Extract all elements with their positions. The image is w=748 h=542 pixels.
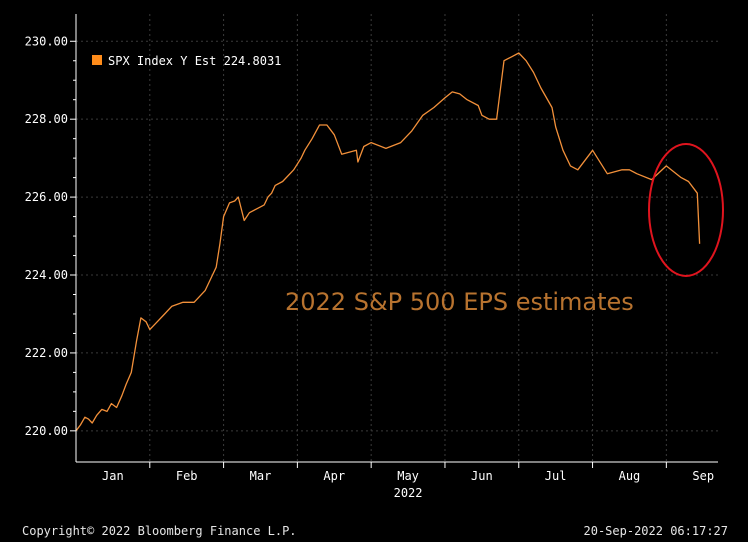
x-tick-label: Feb xyxy=(176,469,198,483)
y-tick-label: 230.00 xyxy=(25,34,68,48)
series-line xyxy=(75,52,701,432)
x-tick-label: Aug xyxy=(619,469,641,483)
y-tick-label: 226.00 xyxy=(25,190,68,204)
x-tick-label: Jul xyxy=(545,469,567,483)
x-year-label: 2022 xyxy=(394,486,423,500)
x-tick-label: Sep xyxy=(692,469,714,483)
x-tick-label: Apr xyxy=(323,469,345,483)
highlight-ellipse xyxy=(648,143,724,277)
y-tick-label: 222.00 xyxy=(25,346,68,360)
x-tick-label: Mar xyxy=(250,469,272,483)
series-group xyxy=(75,52,701,432)
x-tick-label: May xyxy=(397,469,419,483)
copyright-text: Copyright© 2022 Bloomberg Finance L.P. xyxy=(22,524,297,538)
chart-title: 2022 S&P 500 EPS estimates xyxy=(285,288,634,316)
x-tick-label: Jan xyxy=(102,469,124,483)
grid xyxy=(76,14,718,462)
legend: SPX Index Y Est 224.8031 xyxy=(92,54,281,68)
legend-swatch xyxy=(92,55,102,65)
y-tick-label: 228.00 xyxy=(25,112,68,126)
y-tick-label: 224.00 xyxy=(25,268,68,282)
x-tick-label: Jun xyxy=(471,469,493,483)
axes: 220.00 222.00 224.00 226.00 228.00 230.00 Jan F… xyxy=(25,14,718,500)
y-tick-label: 220.00 xyxy=(25,424,68,438)
plot-background xyxy=(76,14,718,462)
legend-label: SPX Index Y Est 224.8031 xyxy=(108,54,281,68)
timestamp-text: 20-Sep-2022 06:17:27 xyxy=(583,524,729,538)
